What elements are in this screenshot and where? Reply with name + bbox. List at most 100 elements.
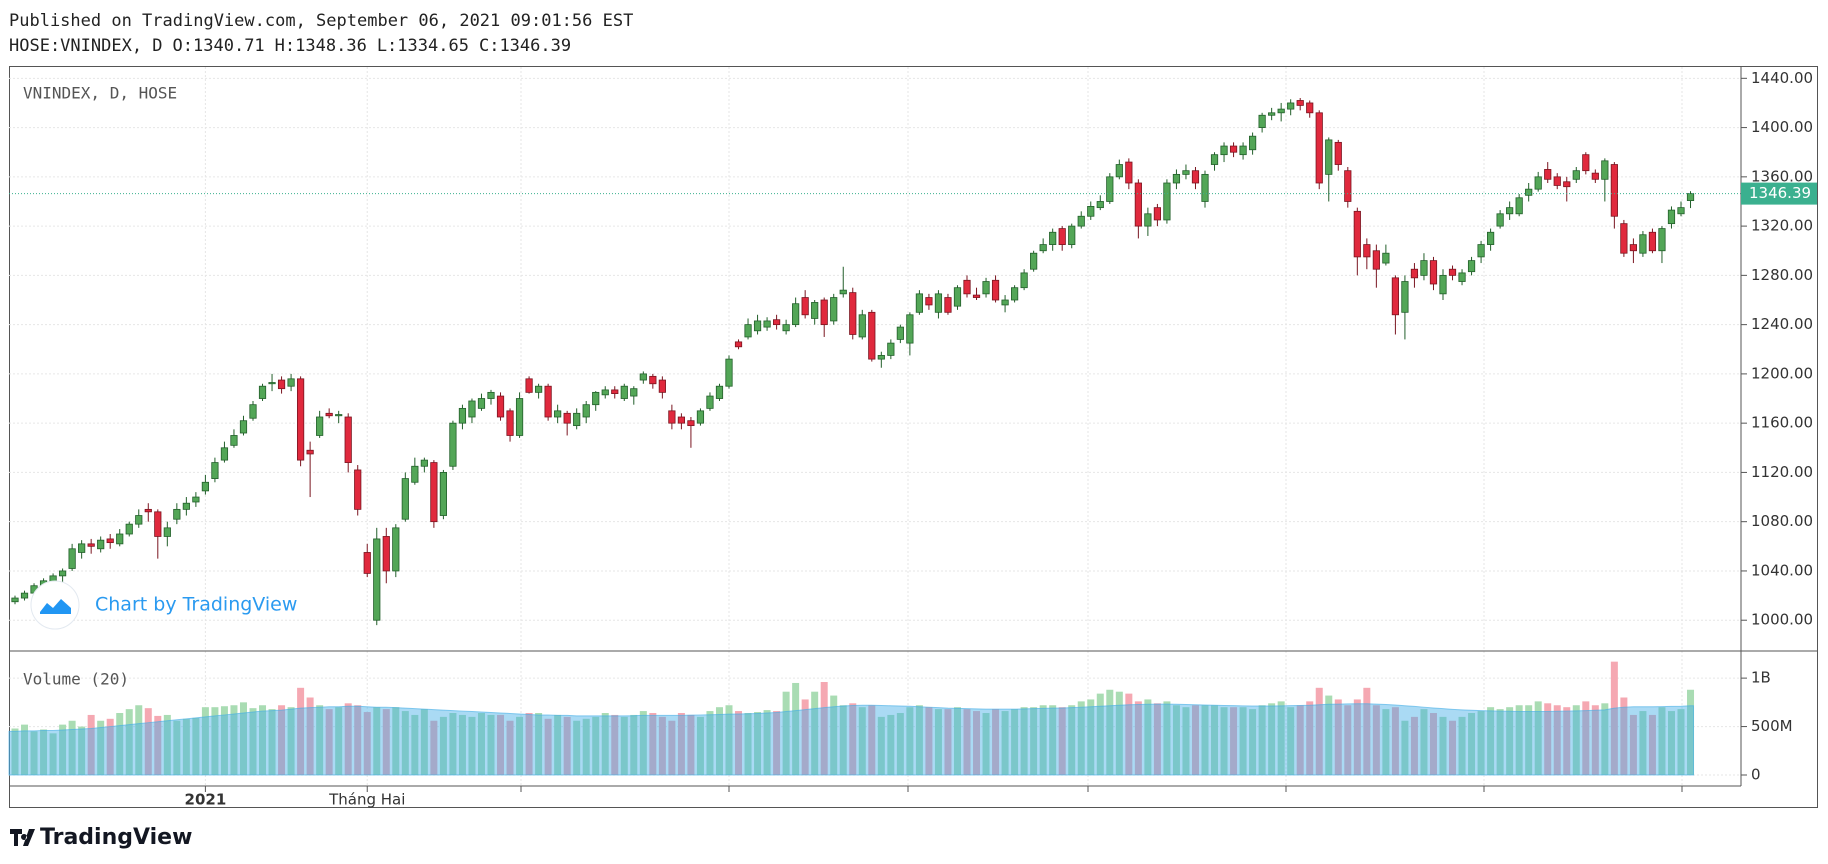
candle-body [182,502,190,510]
candle-body [68,548,76,569]
volume-bar [1391,707,1399,775]
volume-bar [1239,707,1247,775]
volume-bar [830,695,838,775]
ohlc-value: 1340.71 [193,36,265,56]
volume-bar [877,716,885,775]
candle-body [211,462,219,479]
watermark-text: Chart by TradingView [95,594,297,616]
volume-bar [144,708,152,775]
volume-bar [1563,707,1571,775]
candle-body [220,447,229,461]
candle-body [1477,244,1485,258]
volume-bar [944,709,952,775]
volume-bar [211,707,219,775]
candle-body [277,379,286,390]
volume-bar [1201,705,1209,775]
volume-bar [735,711,743,775]
volume-bar [839,705,847,775]
candle-body [125,523,133,535]
volume-bar [1601,703,1609,775]
volume-bar [1525,705,1533,775]
volume-bar [363,712,371,775]
volume-bar [306,697,314,775]
volume-bar [554,714,562,775]
volume-bar [1449,720,1457,775]
volume-bar [287,707,295,775]
volume-bar [1658,707,1666,775]
y-tick-label: 1400.00 [1751,118,1813,136]
candle-body [1372,250,1380,270]
volume-bar [763,710,771,775]
volume-bar [1639,711,1647,775]
candle-body [144,508,152,513]
candle-body [725,358,733,387]
volume-bar [1363,687,1371,775]
candle-body [601,389,609,396]
volume-bar [992,709,1000,775]
candle-body [468,400,476,418]
candle-body [477,398,486,409]
x-tick-label: Tháng Hai [328,791,405,809]
volume-bar [658,716,666,775]
candle-body [1191,170,1200,184]
volume-bar [725,705,733,775]
candle-body [1658,228,1666,252]
volume-bar [639,711,647,775]
candle-body [1144,213,1152,227]
volume-bar [1334,699,1342,775]
volume-bar [963,709,971,775]
ohlc-label: C: [479,36,499,56]
volume-bar [68,720,76,775]
candle-body [354,469,362,510]
candle-body [135,515,143,525]
candle-body [1582,154,1590,172]
volume-bar [1144,699,1152,775]
candle-body [1306,102,1314,114]
candle-body [1353,210,1361,258]
candle-body [1172,173,1181,184]
candle-body [1315,112,1323,184]
volume-bar [1487,707,1495,775]
volume-bar [497,714,505,775]
volume-bar [754,712,762,775]
y-tick-label: 1320.00 [1751,217,1813,235]
volume-bar [1230,707,1238,775]
brand-text: TradingView [40,825,192,850]
candle-body [363,552,371,574]
candle-body [1287,102,1295,110]
volume-bar [1096,693,1104,775]
volume-bar [887,714,895,775]
volume-bar [335,707,343,775]
volume-bar [1401,720,1409,775]
candle-body [1115,164,1123,178]
volume-bar [1068,705,1076,775]
volume-bar [573,720,581,775]
candle-body [1096,201,1104,209]
volume-bar [1125,693,1133,775]
candle-body [116,533,124,545]
volume-bar [1410,716,1418,775]
volume-bar [1515,705,1523,775]
volume-bar [563,716,571,775]
candle-body [1163,182,1171,221]
volume-bar [973,711,981,775]
volume-bar [582,718,590,775]
candle-body [1467,260,1476,273]
volume-bar [1458,716,1466,775]
candle-body [1106,176,1114,202]
candle-body [1487,231,1495,245]
candle-body [915,293,924,313]
volume-bar [1420,709,1428,775]
volume-bar [1468,713,1476,775]
volume-bar [620,716,628,775]
volume-bar [354,705,362,775]
y-tick-label: 0 [1751,766,1761,784]
candle-body [1525,188,1533,196]
volume-bar [1030,707,1038,775]
candle-body [59,570,67,577]
price-legend: VNINDEX, D, HOSE [23,84,177,103]
candle-body [230,435,238,446]
volume-bar [1439,716,1447,775]
candle-body [877,355,885,360]
volume-ma-area [8,703,1695,776]
